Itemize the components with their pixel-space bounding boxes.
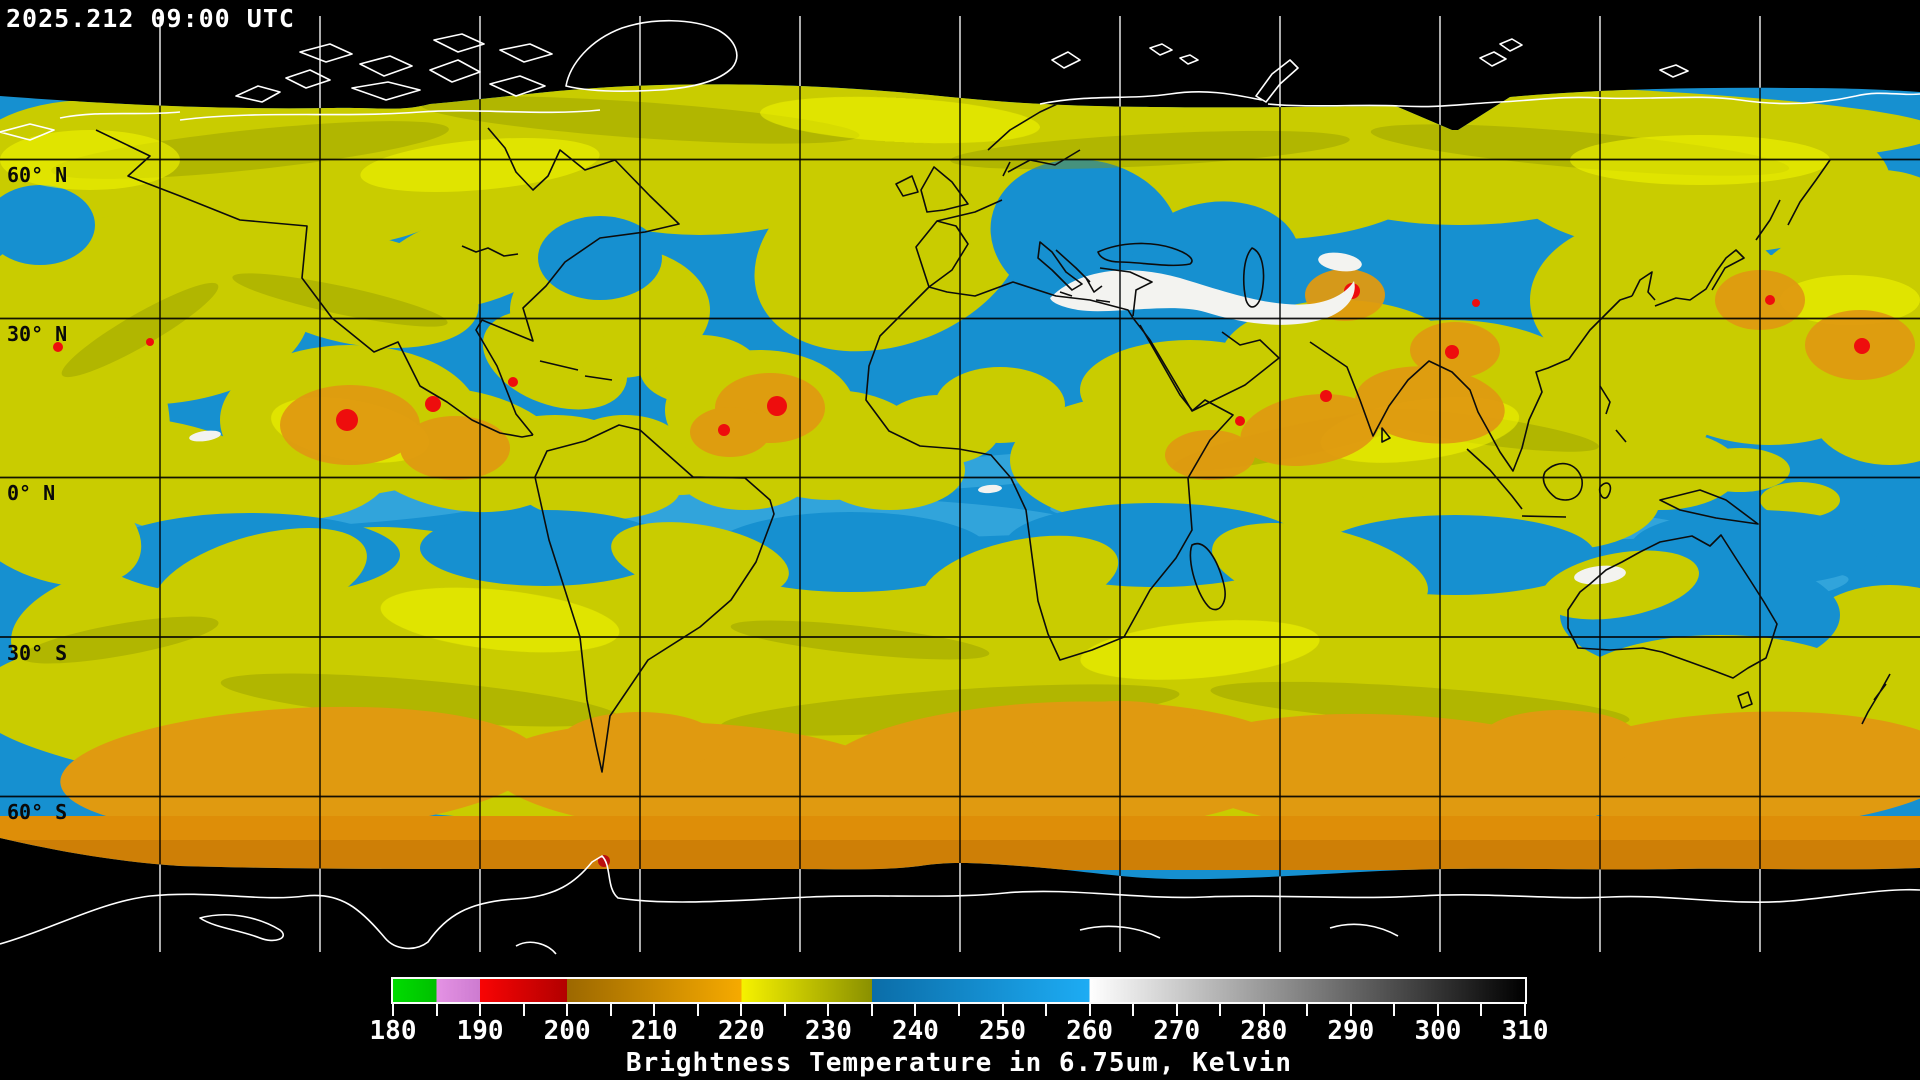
coastlines-arctic <box>0 19 1920 141</box>
colorbar-tick-label: 280 <box>1240 1016 1288 1046</box>
colorbar-tick <box>783 1004 786 1016</box>
colorbar-tick <box>1088 1004 1091 1016</box>
colorbar-tick <box>653 1004 656 1016</box>
colorbar-gradient <box>393 979 1525 1002</box>
latitude-label-30s: 30° S <box>7 641 68 665</box>
colorbar-tick <box>1306 1004 1309 1016</box>
colorbar-tick <box>1480 1004 1483 1016</box>
colorbar-tick-label: 190 <box>456 1016 504 1046</box>
colorbar-tick-label: 270 <box>1153 1016 1201 1046</box>
colorbar-tick <box>1436 1004 1439 1016</box>
colorbar-tick <box>958 1004 960 1016</box>
latitude-label-0n: 0° N <box>7 481 56 505</box>
colorbar-tick <box>1001 1004 1004 1016</box>
colorbar-tick-label: 230 <box>804 1016 852 1046</box>
colorbar-tick <box>1219 1004 1222 1016</box>
world-map-svg <box>0 16 1920 955</box>
colorbar-tick <box>1132 1004 1135 1016</box>
coastlines-data <box>95 97 1891 773</box>
colorbar-tick-label: 290 <box>1327 1016 1375 1046</box>
colorbar-tick <box>914 1004 917 1016</box>
colorbar-tick <box>1045 1004 1048 1016</box>
colorbar-tick <box>566 1004 569 1016</box>
colorbar-tick <box>1393 1004 1396 1016</box>
timestamp: 2025.212 09:00 UTC <box>6 4 295 33</box>
colorbar-tick <box>479 1004 482 1016</box>
colorbar-tick <box>740 1004 743 1016</box>
colorbar-caption: Brightness Temperature in 6.75um, Kelvin <box>625 1048 1293 1078</box>
colorbar-tick <box>1349 1004 1352 1016</box>
colorbar-tick <box>1524 1004 1526 1016</box>
colorbar-tick-label: 310 <box>1501 1016 1549 1046</box>
data-swath <box>0 84 1920 880</box>
colorbar-tick <box>1175 1004 1178 1016</box>
colorbar-tick <box>870 1004 873 1016</box>
colorbar-tick <box>522 1004 525 1016</box>
colorbar-tick-label: 210 <box>630 1016 678 1046</box>
latitude-label-60n: 60° N <box>7 163 68 187</box>
coastlines-antarctica <box>0 855 1920 955</box>
colorbar-tick-label: 220 <box>717 1016 765 1046</box>
colorbar-tick <box>827 1004 830 1016</box>
colorbar-tick <box>609 1004 612 1016</box>
colorbar-tick-label: 260 <box>1066 1016 1114 1046</box>
colorbar-tick <box>696 1004 699 1016</box>
colorbar-tick <box>1262 1004 1265 1016</box>
colorbar-tick-label: 240 <box>891 1016 939 1046</box>
colorbar-tick-label: 250 <box>979 1016 1027 1046</box>
colorbar-tick-label: 200 <box>543 1016 591 1046</box>
latitude-label-30n: 30° N <box>7 322 68 346</box>
colorbar <box>391 977 1527 1004</box>
colorbar-tick <box>435 1004 438 1016</box>
colorbar-tick <box>392 1004 394 1016</box>
colorbar-tick-label: 300 <box>1414 1016 1462 1046</box>
latitude-label-60s: 60° S <box>7 800 68 824</box>
colorbar-tick-label: 180 <box>369 1016 417 1046</box>
